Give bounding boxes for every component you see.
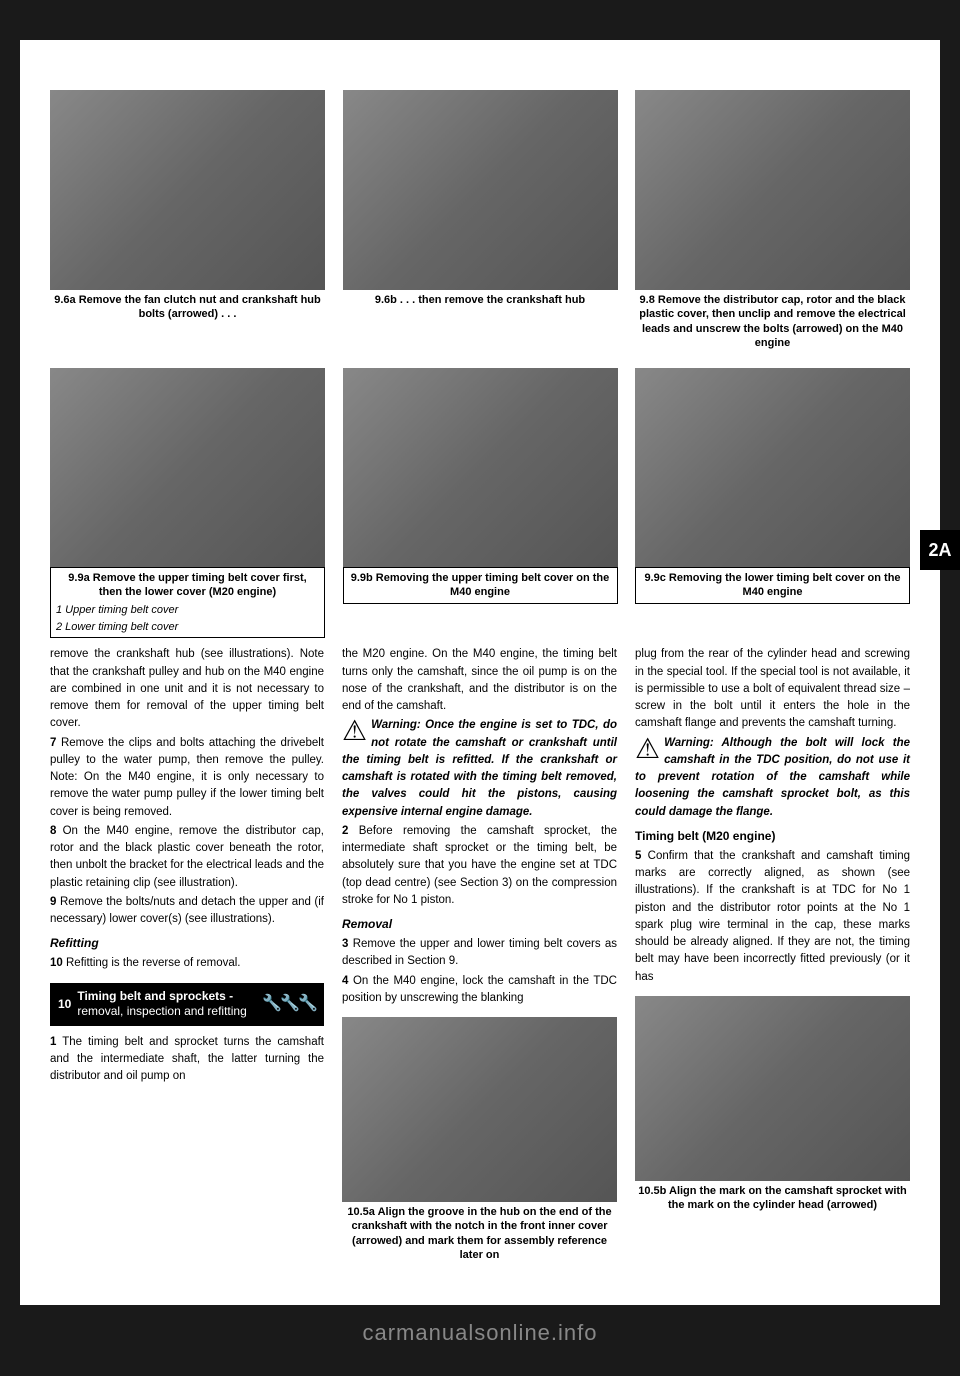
figure-caption: 10.5a Align the groove in the hub on the… [342,1202,617,1265]
watermark-text: carmanualsonline.info [20,1305,940,1356]
subheading-refitting: Refitting [50,934,324,952]
subheading-removal: Removal [342,915,617,933]
figure-caption: 9.6a Remove the fan clutch nut and crank… [50,290,325,325]
figure-caption-box: 9.9c Removing the lower timing belt cove… [635,567,910,604]
caption-sub-2: 2 Lower timing belt cover [56,620,319,634]
subheading-timing-belt: Timing belt (M20 engine) [635,827,910,845]
warning-block: ⚠ Warning: Although the bolt will lock t… [635,735,910,821]
figure-caption-box: 9.9b Removing the upper timing belt cove… [343,567,618,604]
body-text: remove the crankshaft hub (see illustrat… [50,646,324,732]
section-title: Timing belt and sprockets - removal, ins… [77,989,262,1020]
figure-9-6a: 9.6a Remove the fan clutch nut and crank… [50,90,325,353]
column-2: the M20 engine. On the M40 engine, the t… [342,646,617,1265]
figure-caption: 9.8 Remove the distributor cap, rotor an… [635,290,910,353]
caption-text: 9.9c Removing the lower timing belt cove… [644,572,900,598]
body-text: plug from the rear of the cylinder head … [635,646,910,732]
image-row-2: 9.9a Remove the upper timing belt cover … [50,368,910,638]
wrench-icon: 🔧🔧🔧 [262,992,316,1016]
photo-placeholder [343,90,618,290]
warning-text: Warning: Although the bolt will lock the… [635,737,910,818]
image-row-1: 9.6a Remove the fan clutch nut and crank… [50,90,910,353]
photo-placeholder [635,996,910,1181]
figure-9-8: 9.8 Remove the distributor cap, rotor an… [635,90,910,353]
photo-placeholder [50,90,325,290]
figure-9-9a: 9.9a Remove the upper timing belt cover … [50,368,325,638]
section-header-10: 10 Timing belt and sprockets - removal, … [50,983,324,1026]
photo-placeholder [50,368,325,568]
text-columns: remove the crankshaft hub (see illustrat… [50,646,910,1265]
warning-icon: ⚠ [635,735,660,763]
body-text: 9 Remove the bolts/nuts and detach the u… [50,894,324,929]
column-1: remove the crankshaft hub (see illustrat… [50,646,324,1265]
warning-block: ⚠ Warning: Once the engine is set to TDC… [342,717,617,821]
body-text: 10 Refitting is the reverse of removal. [50,955,324,972]
figure-10-5b: 10.5b Align the mark on the camshaft spr… [635,996,910,1216]
body-text: 5 Confirm that the crankshaft and camsha… [635,848,910,986]
figure-caption: 10.5b Align the mark on the camshaft spr… [635,1181,910,1216]
body-text: 3 Remove the upper and lower timing belt… [342,936,617,971]
figure-9-9b: 9.9b Removing the upper timing belt cove… [343,368,618,638]
photo-placeholder [342,1017,617,1202]
body-text: 2 Before removing the camshaft sprocket,… [342,823,617,909]
body-text: 7 Remove the clips and bolts attaching t… [50,735,324,821]
figure-10-5a: 10.5a Align the groove in the hub on the… [342,1017,617,1265]
caption-sub-1: 1 Upper timing belt cover [56,603,319,617]
caption-text: 9.9a Remove the upper timing belt cover … [68,572,306,598]
photo-placeholder [343,368,618,568]
warning-icon: ⚠ [342,717,367,745]
body-text: 4 On the M40 engine, lock the camshaft i… [342,973,617,1008]
figure-caption-box: 9.9a Remove the upper timing belt cover … [50,567,325,638]
figure-9-6b: 9.6b . . . then remove the crankshaft hu… [343,90,618,353]
chapter-tab: 2A [920,530,960,570]
column-3: plug from the rear of the cylinder head … [635,646,910,1265]
body-text: 1 The timing belt and sprocket turns the… [50,1034,324,1086]
caption-text: 9.9b Removing the upper timing belt cove… [351,572,610,598]
photo-placeholder [635,90,910,290]
photo-placeholder [635,368,910,568]
section-number: 10 [58,995,71,1013]
figure-caption: 9.6b . . . then remove the crankshaft hu… [343,290,618,310]
warning-text: Warning: Once the engine is set to TDC, … [342,719,617,817]
figure-9-9c: 9.9c Removing the lower timing belt cove… [635,368,910,638]
body-text: 8 On the M40 engine, remove the distribu… [50,823,324,892]
body-text: the M20 engine. On the M40 engine, the t… [342,646,617,715]
